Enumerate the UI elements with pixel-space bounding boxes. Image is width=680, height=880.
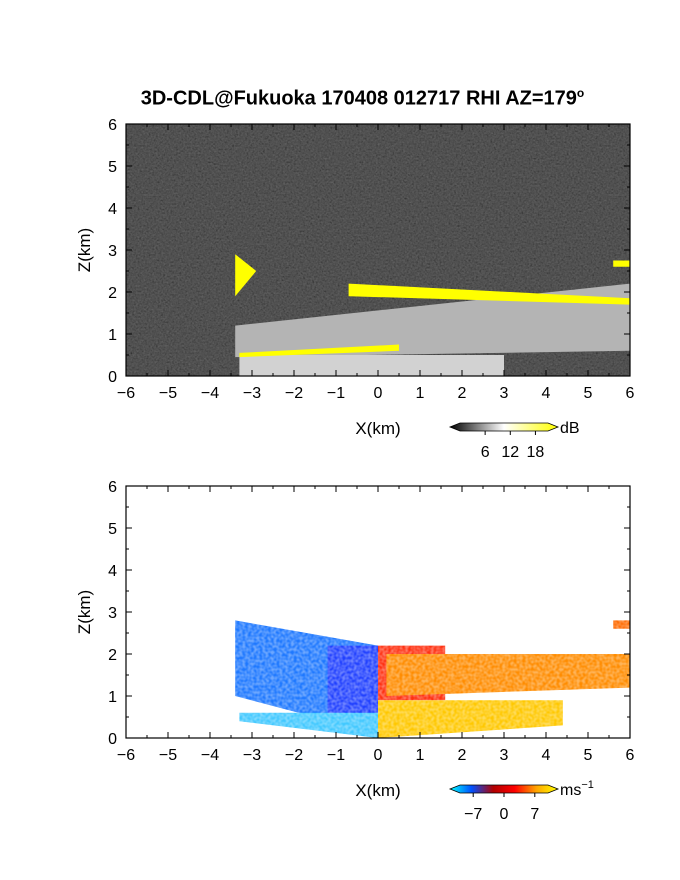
y-tick-label: 4 [108, 201, 117, 218]
colorbar: 6 12 18 dB [448, 420, 580, 461]
chart-title-text: 3D-CDL@Fukuoka 170408 012717 RHI AZ=179 [140, 87, 577, 110]
x-tick-label: 1 [416, 747, 425, 764]
y-axis-title: Z(km) [75, 590, 94, 634]
x-tick-label: −4 [201, 747, 219, 764]
x-tick-label: 2 [458, 385, 467, 402]
x-tick-label: 6 [626, 747, 635, 764]
colorbar-tick-label: 18 [527, 444, 545, 461]
x-tick-label: 0 [374, 747, 383, 764]
data-region-2 [239, 355, 504, 376]
x-tick-label: 0 [374, 385, 383, 402]
y-tick-label: 0 [108, 369, 117, 386]
y-tick-label: 1 [108, 327, 117, 344]
data-region-3 [348, 283, 630, 305]
chart-title-degree: o [576, 86, 585, 100]
x-tick-label: −1 [327, 747, 345, 764]
x-tick-label: 5 [584, 747, 593, 764]
y-tick-label: 5 [108, 159, 117, 176]
data-regions [235, 254, 630, 376]
y-tick-label: 2 [108, 647, 117, 664]
x-tick-label: −2 [285, 385, 303, 402]
velocity-panel: −6 −5 −4 −3 −2 −1 0 1 2 3 4 5 6 0 1 2 3 4 5 6 X(km) Z(km) −7 0 7… [75, 479, 635, 823]
x-tick-label: 2 [458, 747, 467, 764]
x-tick-label: 3 [500, 385, 509, 402]
colorbar-tick-label: 12 [501, 444, 519, 461]
colorbar-bar [448, 422, 560, 432]
y-tick-label: 4 [108, 563, 117, 580]
colorbar-unit: ms−1 [560, 779, 594, 799]
colorbar-tick-label: −7 [464, 806, 482, 823]
y-tick-label: 3 [108, 243, 117, 260]
colorbar-unit: dB [560, 420, 580, 437]
colorbar-tick-label: 0 [500, 806, 509, 823]
x-tick-label: −5 [159, 385, 177, 402]
y-tick-label: 6 [108, 479, 117, 496]
colorbar-bar [448, 784, 560, 794]
data-region-1 [235, 283, 630, 358]
x-tick-label: −5 [159, 747, 177, 764]
y-tick-label: 0 [108, 731, 117, 748]
y-tick-label: 1 [108, 689, 117, 706]
data-region-5 [613, 260, 630, 267]
y-tick-label: 5 [108, 521, 117, 538]
speckle-texture [126, 486, 630, 738]
colorbar-tick-label: 6 [481, 444, 490, 461]
x-tick-label: −6 [117, 747, 135, 764]
x-tick-label: −4 [201, 385, 219, 402]
y-tick-label: 2 [108, 285, 117, 302]
colorbar-tick-label: 7 [530, 806, 539, 823]
data-region-6 [239, 344, 399, 358]
x-tick-label: −3 [243, 747, 261, 764]
x-axis-title: X(km) [355, 781, 400, 800]
colorbar-unit-exponent: −1 [581, 779, 594, 791]
x-axis-title: X(km) [355, 419, 400, 438]
x-tick-label: −3 [243, 385, 261, 402]
y-tick-label: 6 [108, 117, 117, 134]
x-tick-label: −6 [117, 385, 135, 402]
x-tick-label: 1 [416, 385, 425, 402]
x-tick-label: 5 [584, 385, 593, 402]
x-tick-label: −2 [285, 747, 303, 764]
x-tick-label: 3 [500, 747, 509, 764]
x-tick-label: 4 [542, 385, 551, 402]
x-tick-label: −1 [327, 385, 345, 402]
chart-title: 3D-CDL@Fukuoka 170408 012717 RHI AZ=179o [0, 86, 680, 111]
y-tick-label: 3 [108, 605, 117, 622]
data-region-4 [235, 254, 257, 297]
colorbar: −7 0 7 ms−1 [448, 779, 594, 823]
x-tick-label: 4 [542, 747, 551, 764]
y-axis-title: Z(km) [75, 228, 94, 272]
x-tick-label: 6 [626, 385, 635, 402]
